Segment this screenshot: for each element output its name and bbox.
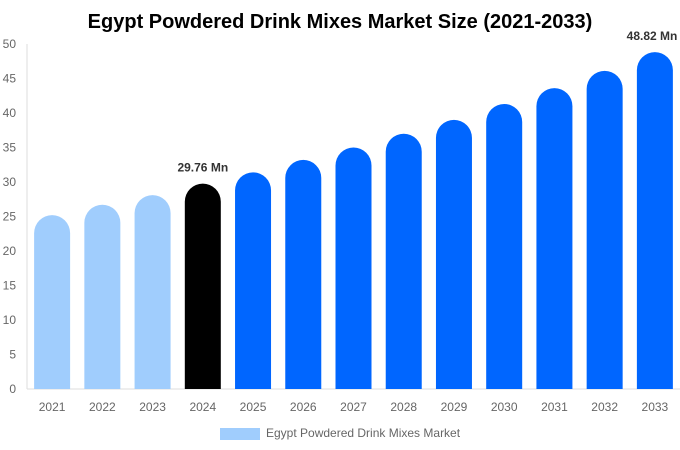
bar-2032	[586, 70, 623, 389]
bar-2021	[34, 215, 71, 389]
y-tick-label: 40	[3, 106, 17, 120]
x-tick-label: 2023	[139, 400, 166, 414]
x-tick-label: 2033	[642, 400, 669, 414]
chart-title: Egypt Powdered Drink Mixes Market Size (…	[88, 11, 593, 33]
x-tick-label: 2031	[541, 400, 568, 414]
data-label: 48.82 Mn	[627, 29, 678, 43]
bar-2022	[84, 204, 121, 389]
x-tick-label: 2030	[491, 400, 518, 414]
bar-2031	[536, 88, 573, 389]
legend-swatch	[220, 428, 260, 440]
x-tick-label: 2026	[290, 400, 317, 414]
bar-2033	[636, 52, 673, 389]
y-tick-label: 25	[3, 210, 17, 224]
y-tick-label: 30	[3, 175, 17, 189]
bar-2025	[235, 172, 272, 389]
y-tick-label: 10	[3, 313, 17, 327]
x-tick-label: 2028	[390, 400, 417, 414]
data-label: 29.76 Mn	[177, 161, 228, 175]
bar-2024	[184, 183, 221, 389]
y-tick-label: 35	[3, 141, 17, 155]
y-tick-label: 45	[3, 72, 17, 86]
y-tick-label: 5	[9, 348, 16, 362]
legend: Egypt Powdered Drink Mixes Market	[220, 426, 461, 440]
x-tick-label: 2032	[591, 400, 618, 414]
x-tick-label: 2025	[240, 400, 267, 414]
bar-2030	[486, 104, 523, 389]
y-tick-label: 50	[3, 37, 17, 51]
y-tick-label: 15	[3, 279, 17, 293]
x-tick-label: 2027	[340, 400, 367, 414]
bar-2028	[385, 133, 422, 389]
legend-label: Egypt Powdered Drink Mixes Market	[266, 426, 461, 440]
bar-2027	[335, 147, 372, 389]
bar-2029	[435, 119, 472, 389]
x-tick-label: 2021	[39, 400, 66, 414]
x-tick-label: 2029	[441, 400, 468, 414]
y-tick-label: 20	[3, 244, 17, 258]
bar-2023	[134, 195, 171, 389]
x-tick-label: 2024	[189, 400, 216, 414]
x-tick-label: 2022	[89, 400, 116, 414]
y-tick-label: 0	[9, 382, 16, 396]
bar-2026	[285, 159, 322, 389]
